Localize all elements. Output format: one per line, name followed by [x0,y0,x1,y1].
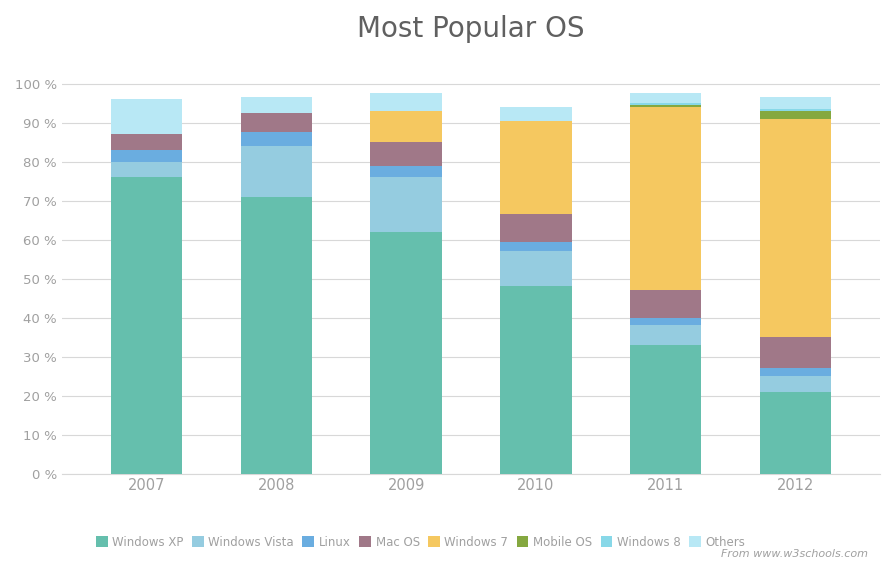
Bar [111,99,181,134]
Bar [759,368,831,376]
Bar [370,93,442,111]
Bar [759,376,831,392]
Bar [111,177,181,473]
Bar [370,166,442,177]
Legend: Windows XP, Windows Vista, Linux, Mac OS, Windows 7, Mobile OS, Windows 8, Other: Windows XP, Windows Vista, Linux, Mac OS… [91,531,749,554]
Bar [500,242,571,251]
Bar [759,119,831,337]
Bar [759,111,831,119]
Bar [629,290,701,318]
Bar [370,111,442,142]
Text: From www.w3schools.com: From www.w3schools.com [721,549,867,559]
Bar [500,214,571,242]
Bar [111,150,181,162]
Bar [629,107,701,290]
Bar [500,121,571,214]
Bar [629,325,701,345]
Bar [240,97,312,113]
Bar [500,107,571,121]
Bar [111,134,181,150]
Bar [629,103,701,105]
Bar [759,109,831,111]
Title: Most Popular OS: Most Popular OS [357,15,584,43]
Bar [629,318,701,325]
Bar [629,93,701,103]
Bar [500,251,571,286]
Bar [111,162,181,177]
Bar [240,132,312,146]
Bar [759,97,831,109]
Bar [240,113,312,132]
Bar [240,197,312,473]
Bar [370,232,442,473]
Bar [629,105,701,107]
Bar [500,286,571,473]
Bar [759,392,831,473]
Bar [759,337,831,368]
Bar [370,142,442,166]
Bar [629,345,701,473]
Bar [370,177,442,232]
Bar [240,146,312,197]
